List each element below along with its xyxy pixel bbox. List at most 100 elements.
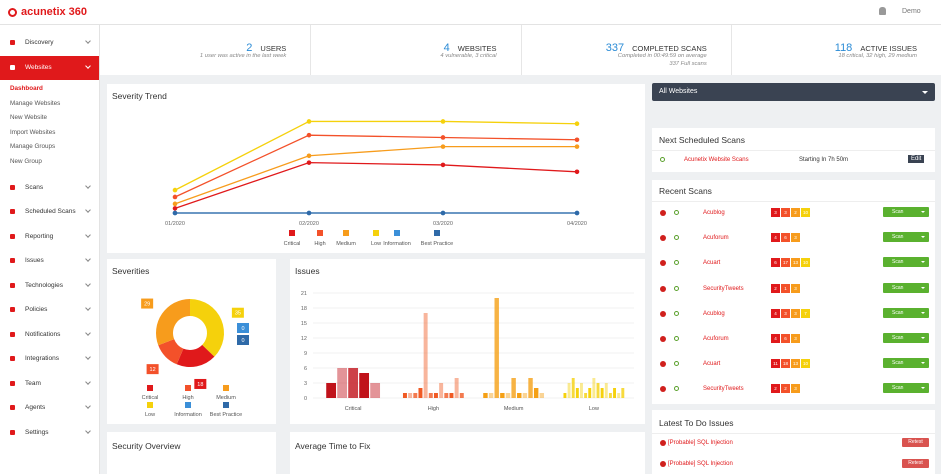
scan-button[interactable]: Scan (883, 257, 929, 268)
nav-item[interactable]: Team (0, 372, 99, 396)
nav-item[interactable]: Policies (0, 298, 99, 322)
scan-button[interactable]: Scan (883, 232, 929, 243)
issue-count[interactable]: 17 (781, 258, 790, 268)
issue-count[interactable]: 6 (781, 233, 790, 243)
issue-count[interactable]: 10 (801, 258, 810, 268)
nav-item[interactable]: Reporting (0, 225, 99, 249)
point (172, 206, 178, 211)
issue-count[interactable]: 3 (791, 308, 800, 318)
issue-count[interactable]: 18 (781, 359, 790, 369)
x-tick-label: Critical (345, 406, 362, 412)
nav-icon (10, 429, 15, 435)
retest-button[interactable]: Retest (902, 438, 929, 447)
scan-button[interactable]: Scan (883, 333, 929, 343)
submenu-item[interactable]: Manage Groups (10, 143, 56, 151)
website-filter[interactable]: All Websites (652, 83, 935, 101)
bell-icon[interactable] (879, 7, 886, 15)
nav-item[interactable]: Websites (0, 55, 99, 80)
issue-count[interactable]: 2 (771, 384, 780, 394)
point (440, 135, 446, 140)
bar (500, 393, 505, 398)
issue-count[interactable]: 3 (781, 308, 790, 318)
issue-link[interactable]: [Probable] SQL Injection (668, 440, 733, 446)
website-link[interactable]: SecurityTweets (703, 285, 744, 292)
point (306, 153, 312, 159)
nav-item[interactable]: Issues (0, 249, 99, 273)
issue-count[interactable]: 13 (791, 258, 800, 268)
nav-item[interactable]: Technologies (0, 274, 99, 298)
bar (608, 393, 612, 398)
bar (604, 383, 608, 398)
issue-link[interactable]: [Probable] SQL Injection (668, 461, 733, 467)
issue-count[interactable]: 3 (771, 208, 780, 217)
nav-item[interactable]: Scheduled Scans (0, 200, 99, 224)
submenu-item[interactable]: New Group (10, 158, 42, 165)
stat-head: 2 USERS (246, 38, 286, 56)
scan-link[interactable]: Acunetix Website Scans (684, 157, 749, 163)
issue-count[interactable]: 4 (771, 233, 780, 243)
issue-count[interactable]: 13 (791, 359, 800, 369)
bar (596, 383, 600, 398)
issue-count[interactable]: 4 (771, 308, 780, 318)
submenu-item[interactable]: New Website (10, 114, 47, 122)
issue-count[interactable]: 3 (791, 233, 800, 243)
nav-item[interactable]: Integrations (0, 347, 99, 371)
issue-count[interactable]: 3 (791, 283, 800, 293)
scan-button[interactable]: Scan (883, 383, 929, 394)
issue-count[interactable]: 7 (801, 308, 810, 318)
website-link[interactable]: Acuart (703, 361, 721, 368)
nav-item[interactable]: Notifications (0, 323, 99, 347)
bar (423, 313, 428, 398)
stat-label: COMPLETED SCANS (632, 44, 707, 53)
dropdown-arrow (922, 91, 928, 97)
nav-item[interactable]: Agents (0, 396, 99, 420)
website-link[interactable]: Acuforum (703, 235, 729, 242)
scan-button[interactable]: Scan (883, 307, 929, 318)
issue-count[interactable]: 6 (771, 258, 780, 268)
website-link[interactable]: Acuforum (703, 336, 729, 342)
scan-button-label: Scan (892, 309, 904, 316)
y-tick-label: 3 (304, 381, 307, 387)
bar (326, 383, 337, 398)
panel-title: Severities (112, 266, 150, 276)
scan-button[interactable]: Scan (883, 358, 929, 369)
bar (517, 393, 522, 398)
nav-item[interactable]: Discovery (0, 31, 99, 55)
issue-count[interactable]: 11 (771, 359, 780, 369)
issue-count[interactable]: 1 (781, 283, 790, 293)
issue-count[interactable]: 2 (771, 283, 780, 293)
submenu-item[interactable]: Manage Websites (10, 99, 61, 107)
issue-count[interactable]: 4 (771, 334, 780, 343)
issue-count[interactable]: 3 (791, 384, 800, 394)
x-tick-label: 03/2020 (433, 221, 453, 227)
submenu-item[interactable]: Import Websites (10, 128, 56, 136)
nav-label: Scheduled Scans (25, 208, 76, 216)
issue-count[interactable]: 2 (781, 384, 790, 394)
nav-item[interactable]: Settings (0, 421, 99, 445)
scan-button[interactable]: Scan (883, 282, 929, 293)
value-label: 35 (235, 311, 241, 317)
website-link[interactable]: SecurityTweets (703, 386, 744, 393)
scan-button[interactable]: Scan (883, 207, 929, 217)
edit-button[interactable]: Edit (908, 155, 925, 163)
issue-count[interactable]: 6 (781, 334, 790, 343)
website-link[interactable]: Acublog (703, 210, 725, 216)
legend-label: Information (174, 412, 202, 418)
nav-item[interactable]: Scans (0, 176, 99, 200)
scan-button-label: Scan (892, 385, 904, 392)
logo: acunetix 360 (21, 6, 88, 18)
nav-icon (10, 40, 15, 45)
issue-count[interactable]: 3 (791, 334, 800, 343)
point (440, 162, 446, 168)
retest-button[interactable]: Retest (902, 459, 929, 468)
nav-icon (10, 307, 15, 313)
submenu-item[interactable]: Dashboard (10, 85, 43, 92)
issue-count[interactable]: 2 (791, 208, 800, 217)
user-menu[interactable]: Demo (902, 8, 921, 15)
website-link[interactable]: Acuart (703, 260, 721, 267)
website-link[interactable]: Acublog (703, 310, 725, 317)
issue-count[interactable]: 3 (781, 208, 790, 217)
issue-count[interactable]: 10 (801, 359, 810, 369)
nav-chevron (85, 305, 91, 311)
issue-count[interactable]: 10 (801, 208, 810, 217)
